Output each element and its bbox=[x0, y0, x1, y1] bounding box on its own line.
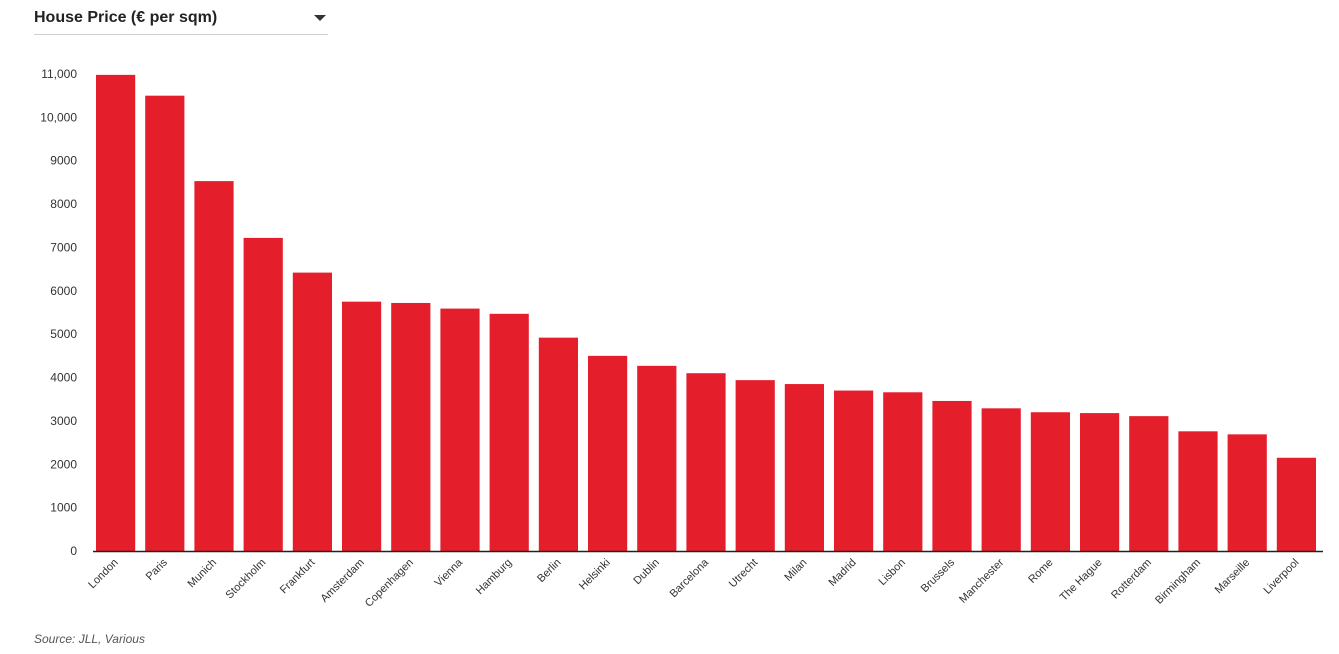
bar bbox=[145, 95, 185, 551]
bar bbox=[96, 74, 136, 551]
bar bbox=[440, 308, 480, 551]
metric-dropdown-label: House Price (€ per sqm) bbox=[34, 9, 218, 26]
bar bbox=[538, 337, 578, 551]
x-tick-label: Frankfurt bbox=[278, 557, 318, 597]
x-tick-label: Rome bbox=[1026, 557, 1055, 586]
x-tick-label: Helsinki bbox=[577, 557, 613, 593]
bar bbox=[1080, 413, 1120, 551]
bar bbox=[391, 302, 431, 551]
bar bbox=[1129, 416, 1169, 551]
x-tick-label: Manchester bbox=[957, 556, 1006, 605]
bar bbox=[1276, 457, 1316, 551]
bar bbox=[194, 181, 234, 551]
bar bbox=[637, 365, 677, 551]
x-tick-label: Amsterdam bbox=[318, 557, 366, 605]
bar bbox=[883, 392, 923, 551]
x-tick-label: Marseille bbox=[1213, 557, 1253, 597]
bar bbox=[588, 355, 628, 551]
y-tick-label: 4000 bbox=[50, 371, 77, 385]
bar bbox=[243, 237, 283, 551]
y-tick-label: 1000 bbox=[50, 501, 77, 515]
x-tick-label: Paris bbox=[144, 556, 171, 583]
x-tick-label: Vienna bbox=[433, 556, 466, 589]
x-tick-label: Munich bbox=[186, 557, 220, 591]
x-tick-label: Milan bbox=[782, 557, 809, 584]
x-tick-label: Hamburg bbox=[474, 557, 514, 597]
bar bbox=[1178, 431, 1218, 551]
bar bbox=[1227, 434, 1267, 551]
bar bbox=[686, 373, 726, 551]
bar bbox=[735, 380, 775, 551]
x-tick-label: Copenhagen bbox=[363, 557, 416, 610]
x-tick-label: Berlin bbox=[535, 557, 563, 585]
y-tick-label: 3000 bbox=[50, 414, 77, 428]
bar bbox=[292, 272, 332, 551]
y-tick-label: 0 bbox=[70, 544, 77, 558]
bar bbox=[489, 313, 529, 551]
bar bbox=[981, 408, 1021, 551]
metric-dropdown[interactable]: House Price (€ per sqm) bbox=[34, 6, 328, 35]
x-tick-label: London bbox=[86, 557, 120, 591]
x-tick-label: Dublin bbox=[631, 557, 662, 588]
x-tick-label: Liverpool bbox=[1261, 557, 1301, 597]
x-tick-label: Rotterdam bbox=[1109, 557, 1154, 602]
y-tick-label: 6000 bbox=[50, 284, 77, 298]
bar bbox=[342, 301, 382, 551]
x-tick-label: Madrid bbox=[826, 557, 858, 589]
x-tick-label: Brussels bbox=[919, 556, 958, 595]
x-tick-label: Lisbon bbox=[877, 557, 908, 588]
x-tick-label: Utrecht bbox=[727, 557, 761, 591]
y-tick-label: 7000 bbox=[50, 240, 77, 254]
y-tick-label: 8000 bbox=[50, 197, 77, 211]
y-tick-label: 5000 bbox=[50, 327, 77, 341]
source-note: Source: JLL, Various bbox=[34, 632, 145, 646]
bar bbox=[1030, 412, 1070, 551]
y-tick-label: 11,000 bbox=[41, 67, 77, 81]
chevron-down-icon bbox=[314, 15, 326, 21]
x-tick-label: Birmingham bbox=[1153, 557, 1203, 607]
x-tick-label: The Hague bbox=[1058, 557, 1105, 604]
x-tick-label: Stockholm bbox=[224, 557, 269, 602]
y-tick-label: 9000 bbox=[50, 154, 77, 168]
y-tick-label: 2000 bbox=[50, 457, 77, 471]
bar bbox=[932, 400, 972, 551]
x-tick-label: Barcelona bbox=[668, 556, 712, 600]
y-tick-label: 10,000 bbox=[40, 110, 77, 124]
bar bbox=[834, 390, 874, 551]
bar bbox=[784, 384, 824, 551]
